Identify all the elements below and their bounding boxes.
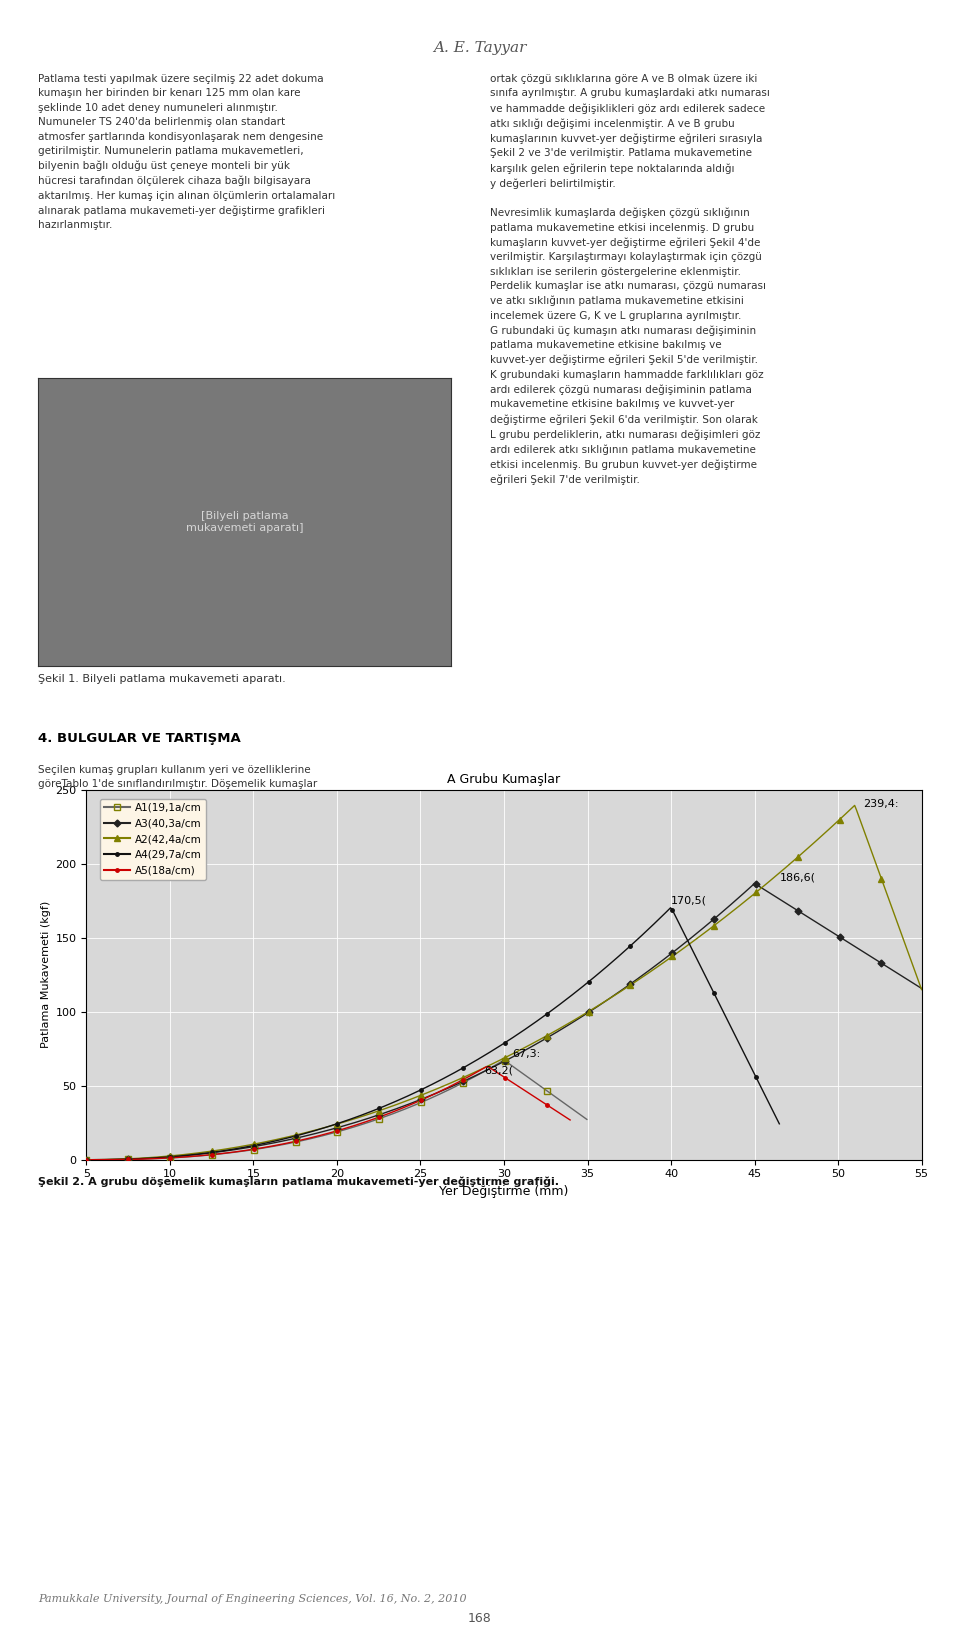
Text: Şekil 1. Bilyeli patlama mukavemeti aparatı.: Şekil 1. Bilyeli patlama mukavemeti apar…: [38, 674, 286, 684]
Legend: A1(19,1a/cm, A3(40,3a/cm, A2(42,4a/cm, A4(29,7a/cm, A5(18a/cm): A1(19,1a/cm, A3(40,3a/cm, A2(42,4a/cm, A…: [100, 798, 206, 880]
Title: A Grubu Kumaşlar: A Grubu Kumaşlar: [447, 773, 561, 786]
Text: Patlama testi yapılmak üzere seçilmiş 22 adet dokuma
kumaşın her birinden bir ke: Patlama testi yapılmak üzere seçilmiş 22…: [38, 74, 336, 230]
Text: 168: 168: [468, 1612, 492, 1625]
Text: Şekil 2. A grubu döşemelik kumaşların patlama mukavemeti-yer değiştirme grafiği.: Şekil 2. A grubu döşemelik kumaşların pa…: [38, 1176, 560, 1186]
Text: [Bilyeli patlama
mukavemeti aparatı]: [Bilyeli patlama mukavemeti aparatı]: [186, 512, 303, 533]
Text: 63,2(: 63,2(: [484, 1066, 513, 1076]
Text: ortak çözgü sıklıklarına göre A ve B olmak üzere iki
sınıfa ayrılmıştır. A grubu: ortak çözgü sıklıklarına göre A ve B olm…: [490, 74, 770, 485]
Text: A. E. Tayyar: A. E. Tayyar: [433, 41, 527, 56]
Text: 4. BULGULAR VE TARTIŞMA: 4. BULGULAR VE TARTIŞMA: [38, 732, 241, 745]
Text: 186,6(: 186,6(: [780, 873, 816, 883]
Text: Seçilen kumaş grupları kullanım yeri ve özelliklerine
göreTablo 1'de sınıflandır: Seçilen kumaş grupları kullanım yeri ve …: [38, 765, 318, 790]
Text: 67,3:: 67,3:: [513, 1050, 540, 1059]
Y-axis label: Patlama Mukavemeti (kgf): Patlama Mukavemeti (kgf): [41, 901, 52, 1048]
Text: 170,5(: 170,5(: [671, 895, 707, 905]
Text: 239,4:: 239,4:: [863, 799, 899, 809]
X-axis label: Yer Değiştirme (mm): Yer Değiştirme (mm): [440, 1184, 568, 1198]
Text: Pamukkale University, Journal of Engineering Sciences, Vol. 16, No. 2, 2010: Pamukkale University, Journal of Enginee…: [38, 1594, 467, 1604]
